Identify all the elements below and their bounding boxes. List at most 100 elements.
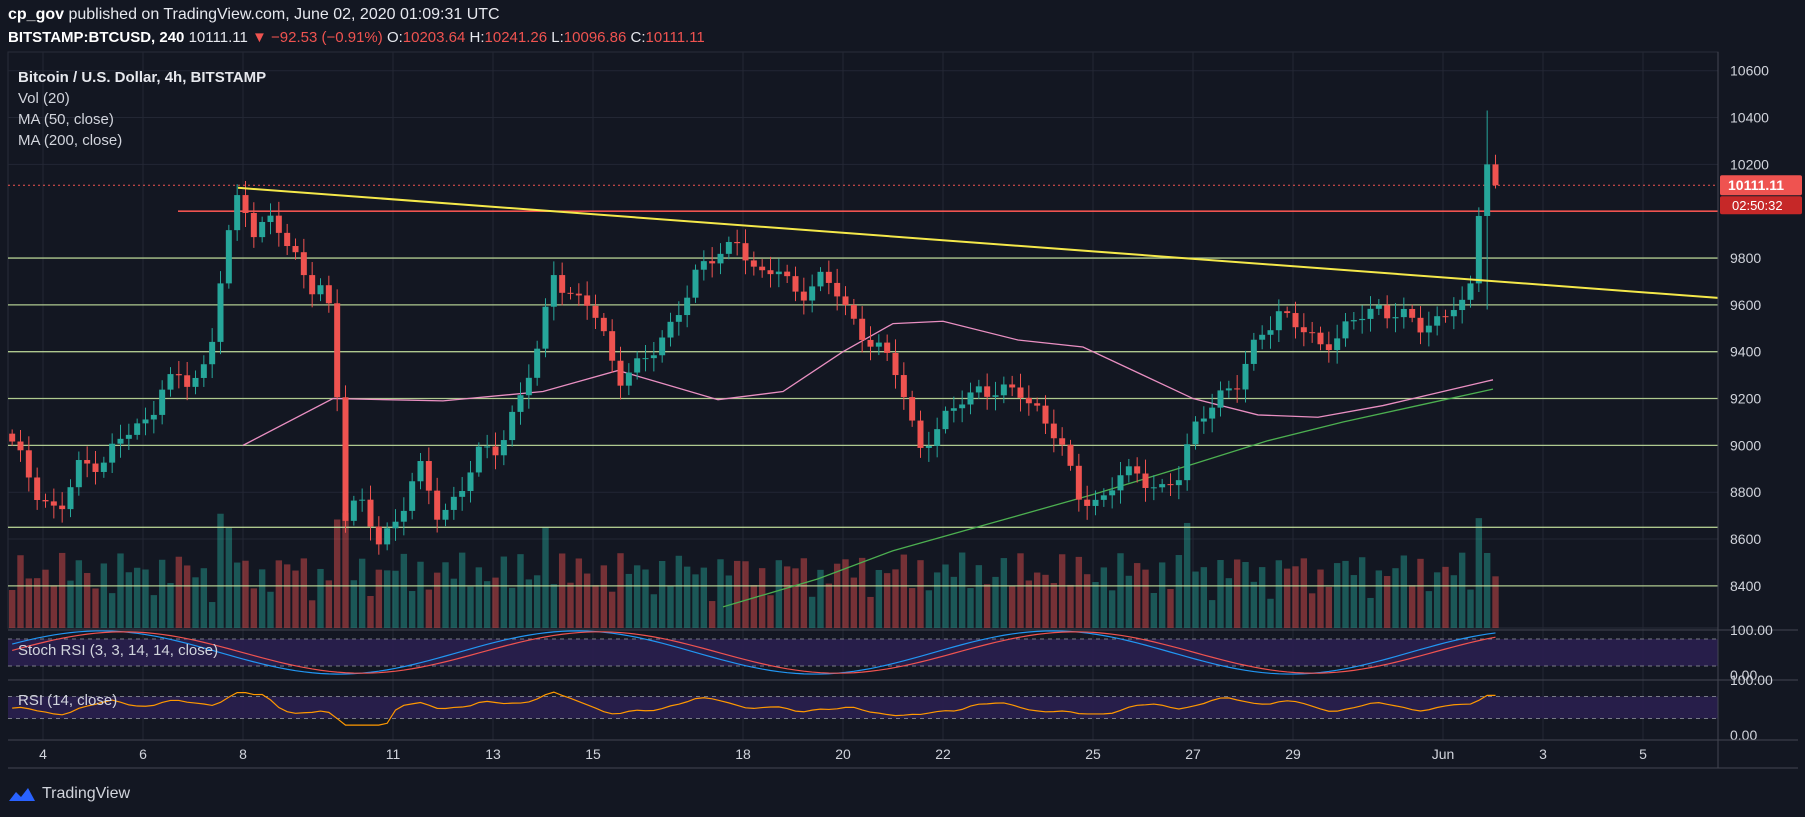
trendline[interactable] — [237, 186, 1719, 299]
candle-body — [25, 450, 32, 478]
volume-bar — [692, 574, 699, 628]
candle-body — [1092, 499, 1099, 506]
candle-body — [1384, 305, 1391, 319]
volume-bar — [992, 576, 999, 628]
stoch-band — [8, 639, 1718, 666]
candle-body — [1167, 484, 1174, 486]
volume-bar — [983, 584, 991, 628]
candle-body — [1409, 308, 1416, 318]
time-tick-label: 18 — [735, 746, 751, 762]
volume-bar — [1467, 589, 1474, 628]
time-axis[interactable]: 4 6 8 11 13 15 18 20 22 25 27 29 Jun 3 5 — [8, 739, 1798, 769]
volume-bar — [1450, 575, 1458, 628]
volume-bar — [1333, 563, 1341, 628]
candlesticks[interactable] — [9, 110, 1499, 555]
candle-body — [892, 352, 899, 376]
candle-body — [450, 496, 457, 510]
candle-body — [1284, 311, 1291, 314]
candle-body — [434, 490, 441, 520]
volume-bar — [1117, 553, 1124, 628]
author-name[interactable]: cp_gov — [8, 6, 65, 23]
price-axis[interactable]: 10600 10400 10200 9800 9600 9400 9200 9000 8800 8… — [1717, 52, 1769, 768]
candle-body — [334, 303, 341, 398]
candle-body — [392, 521, 399, 529]
volume-bar — [575, 558, 583, 628]
volume-bar — [117, 553, 124, 628]
candle-body — [609, 331, 616, 361]
volume-bar — [1375, 570, 1383, 628]
candle-body — [500, 440, 507, 456]
candle-body — [325, 285, 332, 304]
candle-body — [917, 420, 924, 448]
candle-body — [1142, 473, 1149, 488]
candle-body — [1267, 330, 1274, 335]
countdown-badge-text: 02:50:32 — [1732, 198, 1783, 213]
high-label: H: — [469, 29, 485, 46]
candle-body — [1192, 421, 1199, 445]
volume-bar — [1250, 581, 1258, 628]
volume-bar — [1058, 554, 1066, 628]
rsi-label: RSI (14, close) — [18, 692, 117, 709]
candle-body — [759, 266, 766, 271]
candle-body — [117, 438, 124, 444]
candle-body — [742, 243, 749, 261]
volume-bar — [858, 557, 866, 628]
volume-bar — [1392, 568, 1399, 628]
candle-body — [975, 386, 982, 393]
volume-bar — [1267, 598, 1274, 628]
volume-bar — [975, 565, 983, 628]
candle-body — [50, 501, 57, 506]
volume-bar — [358, 558, 366, 628]
footer[interactable]: TradingView — [8, 783, 130, 805]
volume-bar — [1433, 572, 1441, 628]
candle-body — [1467, 283, 1474, 300]
candle-body — [1009, 384, 1016, 388]
candle-body — [184, 375, 191, 387]
volume-bar — [1133, 563, 1141, 628]
quote-line: BITSTAMP:BTCUSD, 240 10111.11 ▼ −92.53 (… — [8, 29, 705, 46]
candle-body — [1200, 418, 1207, 422]
candle-body — [217, 283, 224, 342]
time-tick-label: 11 — [386, 746, 401, 762]
price-tick-label: 8800 — [1730, 484, 1761, 500]
candle-body — [809, 286, 816, 301]
candle-body — [534, 348, 541, 378]
legend-ma50: MA (50, close) — [18, 111, 114, 128]
candle-body — [1450, 310, 1457, 317]
volume-bar — [875, 569, 883, 628]
candle-body — [509, 411, 516, 441]
volume-bar — [350, 580, 358, 628]
candle-body — [1484, 164, 1491, 216]
time-tick-label: 22 — [935, 746, 951, 762]
volume-bar — [650, 594, 658, 628]
price-tick-label: 9000 — [1730, 437, 1761, 453]
candle-body — [200, 364, 207, 378]
candle-body — [1400, 308, 1407, 318]
volume-bar — [1183, 522, 1191, 628]
candle-body — [542, 306, 549, 349]
candle-body — [1417, 317, 1424, 333]
volume-bar — [625, 573, 633, 628]
candle-body — [1034, 403, 1041, 406]
candle-body — [734, 241, 741, 244]
candle-body — [134, 423, 141, 435]
candle-body — [250, 212, 257, 238]
volume-bar — [900, 554, 908, 628]
brand-name: TradingView — [42, 785, 131, 802]
candle-body — [342, 397, 349, 521]
candle-body — [575, 293, 582, 296]
volume-bar — [533, 575, 541, 628]
volume-bar — [125, 572, 133, 628]
volume-bar — [500, 556, 508, 628]
candle-body — [675, 315, 682, 322]
volume-bar — [267, 591, 274, 628]
volume-bar — [8, 590, 16, 628]
candle-body — [467, 472, 474, 492]
candle-body — [400, 510, 407, 522]
volume-bar — [1142, 569, 1149, 628]
volume-bar — [1208, 600, 1216, 628]
candle-body — [867, 339, 874, 347]
volume-bar — [1308, 593, 1316, 628]
